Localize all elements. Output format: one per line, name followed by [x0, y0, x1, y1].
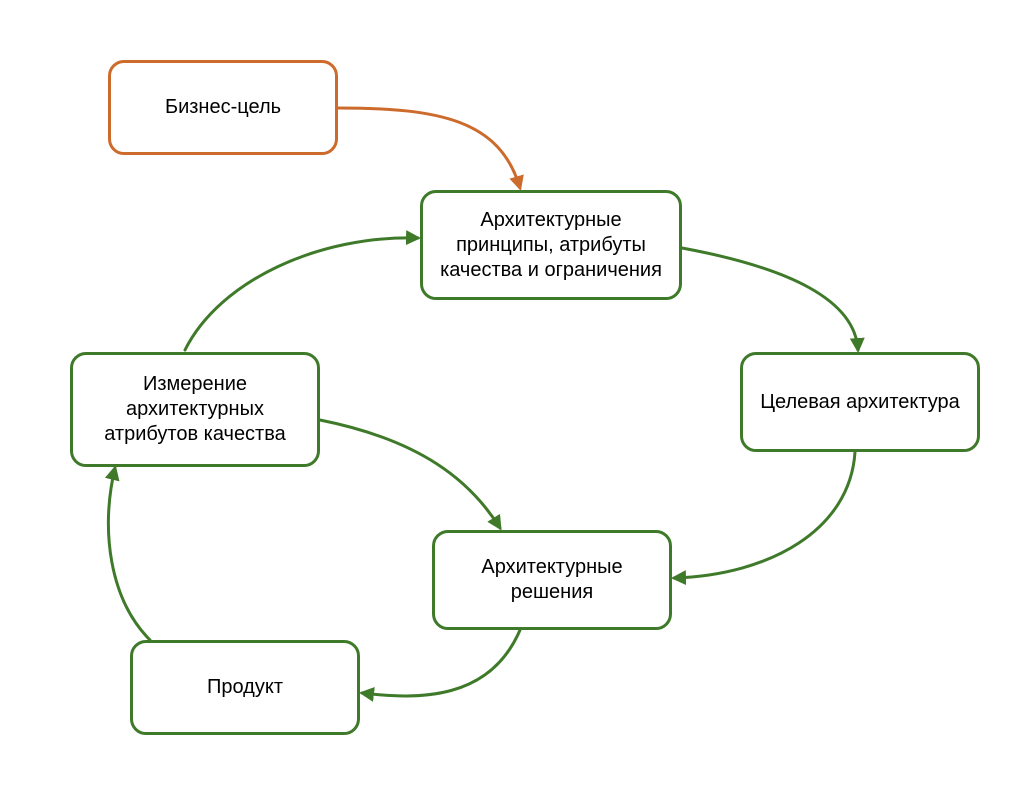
- node-principles: Архитектурные принципы, атрибуты качеств…: [420, 190, 682, 300]
- node-label: Бизнес-цель: [165, 95, 281, 120]
- edge-business_goal-to-principles: [338, 108, 520, 188]
- edge-principles-to-target_arch: [682, 248, 858, 350]
- node-label: Архитектурные принципы, атрибуты качеств…: [433, 208, 669, 283]
- node-decisions: Архитектурные решения: [432, 530, 672, 630]
- node-label: Архитектурные решения: [445, 555, 659, 605]
- node-measure: Измерение архитектурных атрибутов качест…: [70, 352, 320, 467]
- diagram-canvas: Бизнес-цель Архитектурные принципы, атриб…: [0, 0, 1024, 791]
- edge-decisions-to-product: [362, 630, 520, 696]
- node-target_arch: Целевая архитектура: [740, 352, 980, 452]
- node-label: Продукт: [207, 675, 283, 700]
- edge-product-to-measure: [108, 468, 150, 640]
- node-label: Целевая архитектура: [760, 390, 960, 415]
- edge-measure-to-principles: [185, 238, 418, 350]
- edge-measure-to-decisions: [320, 420, 500, 528]
- node-business_goal: Бизнес-цель: [108, 60, 338, 155]
- edge-target_arch-to-decisions: [674, 452, 855, 578]
- node-product: Продукт: [130, 640, 360, 735]
- node-label: Измерение архитектурных атрибутов качест…: [83, 372, 307, 447]
